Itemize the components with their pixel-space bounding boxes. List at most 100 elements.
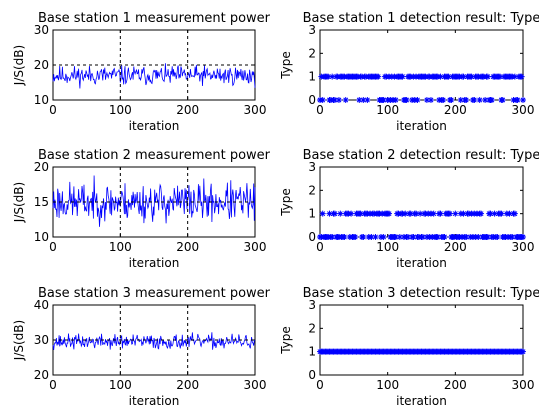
data-point — [468, 73, 475, 80]
data-point — [331, 97, 338, 103]
x-tick-label: 100 — [376, 240, 399, 254]
data-point — [319, 210, 326, 217]
data-point — [402, 210, 409, 217]
x-tick-label: 0 — [316, 103, 324, 117]
data-point — [319, 97, 326, 103]
subplot-3: Base station 2 measurement power 0 100 200 3… — [12, 148, 271, 270]
data-point — [437, 73, 444, 80]
x-axis-label: iteration — [396, 394, 447, 408]
y-axis-label: Type — [279, 188, 293, 217]
x-tick-label: 0 — [49, 378, 57, 392]
x-tick-label: 0 — [49, 103, 57, 117]
data-point — [514, 97, 521, 103]
x-tick-label: 200 — [444, 103, 467, 117]
data-point — [325, 73, 332, 80]
data-point — [457, 97, 464, 103]
x-tick-label: 100 — [376, 103, 399, 117]
x-tick-label: 200 — [444, 378, 467, 392]
x-tick-label: 200 — [176, 378, 199, 392]
data-point — [419, 234, 426, 240]
y-tick-label: 30 — [34, 23, 49, 37]
data-point — [482, 97, 489, 103]
data-point — [441, 234, 448, 240]
data-point — [518, 73, 525, 80]
data-point — [471, 97, 478, 103]
data-point — [341, 234, 348, 240]
data-point — [410, 234, 417, 240]
y-axis-label: J/S(dB) — [12, 182, 26, 223]
x-tick-label: 100 — [109, 103, 132, 117]
y-tick-label: 0 — [308, 93, 316, 107]
y-tick-label: 1 — [308, 70, 316, 84]
data-point — [357, 210, 364, 217]
data-point — [509, 234, 516, 240]
data-point — [446, 210, 453, 217]
data-point — [448, 97, 455, 103]
data-point — [380, 97, 387, 103]
data-point — [452, 210, 459, 217]
data-point — [476, 97, 483, 103]
x-tick-label: 200 — [444, 240, 467, 254]
x-axis-label: iteration — [396, 256, 447, 270]
y-tick-label: 3 — [308, 23, 316, 37]
data-point — [445, 73, 452, 80]
data-point — [352, 234, 359, 240]
data-point — [488, 97, 495, 103]
plot-area — [319, 166, 524, 238]
y-tick-label: 40 — [34, 298, 49, 312]
subplot-title: Base station 2 measurement power — [38, 148, 271, 163]
y-tick-label: 10 — [34, 93, 49, 107]
data-point — [491, 210, 498, 217]
data-point — [478, 210, 485, 217]
y-tick-label: 15 — [34, 195, 49, 209]
series-markers — [317, 348, 526, 355]
y-tick-label: 20 — [34, 160, 49, 174]
data-point — [375, 73, 382, 80]
data-point — [498, 210, 505, 217]
series-line — [52, 175, 256, 227]
subplot-5: Base station 3 measurement power 0 100 200 3… — [12, 286, 271, 408]
series-line — [52, 332, 256, 351]
data-point — [506, 210, 513, 217]
data-point — [496, 73, 503, 80]
data-point — [437, 210, 444, 217]
series-markers — [317, 73, 526, 103]
x-tick-label: 100 — [109, 240, 132, 254]
y-tick-label: 2 — [308, 321, 316, 335]
data-point — [484, 234, 491, 240]
y-tick-label: 0 — [308, 368, 316, 382]
x-axis-label: iteration — [129, 394, 180, 408]
data-point — [413, 210, 420, 217]
y-axis-label: J/S(dB) — [12, 45, 26, 86]
data-point — [414, 97, 421, 103]
data-point — [407, 210, 414, 217]
data-point — [364, 97, 371, 103]
y-axis-label: Type — [279, 51, 293, 80]
subplot-1: Base station 1 measurement power 0 100 200 3… — [12, 11, 271, 133]
plot-area — [319, 29, 524, 101]
data-point — [520, 234, 526, 240]
data-point — [356, 97, 363, 103]
data-point — [380, 234, 387, 240]
x-tick-label: 300 — [512, 378, 535, 392]
data-point — [368, 234, 375, 240]
data-point — [511, 210, 518, 217]
data-point — [329, 234, 336, 240]
subplot-title: Base station 3 measurement power — [38, 286, 271, 301]
plot-area — [319, 304, 524, 376]
y-tick-label: 1 — [308, 207, 316, 221]
data-point — [403, 97, 410, 103]
x-tick-label: 100 — [109, 378, 132, 392]
data-point — [487, 210, 494, 217]
series-markers — [317, 210, 526, 240]
data-point — [520, 348, 526, 355]
data-point — [440, 97, 447, 103]
y-tick-label: 2 — [308, 46, 316, 60]
subplot-title: Base station 1 measurement power — [38, 11, 271, 26]
data-point — [392, 234, 399, 240]
x-tick-label: 100 — [376, 378, 399, 392]
